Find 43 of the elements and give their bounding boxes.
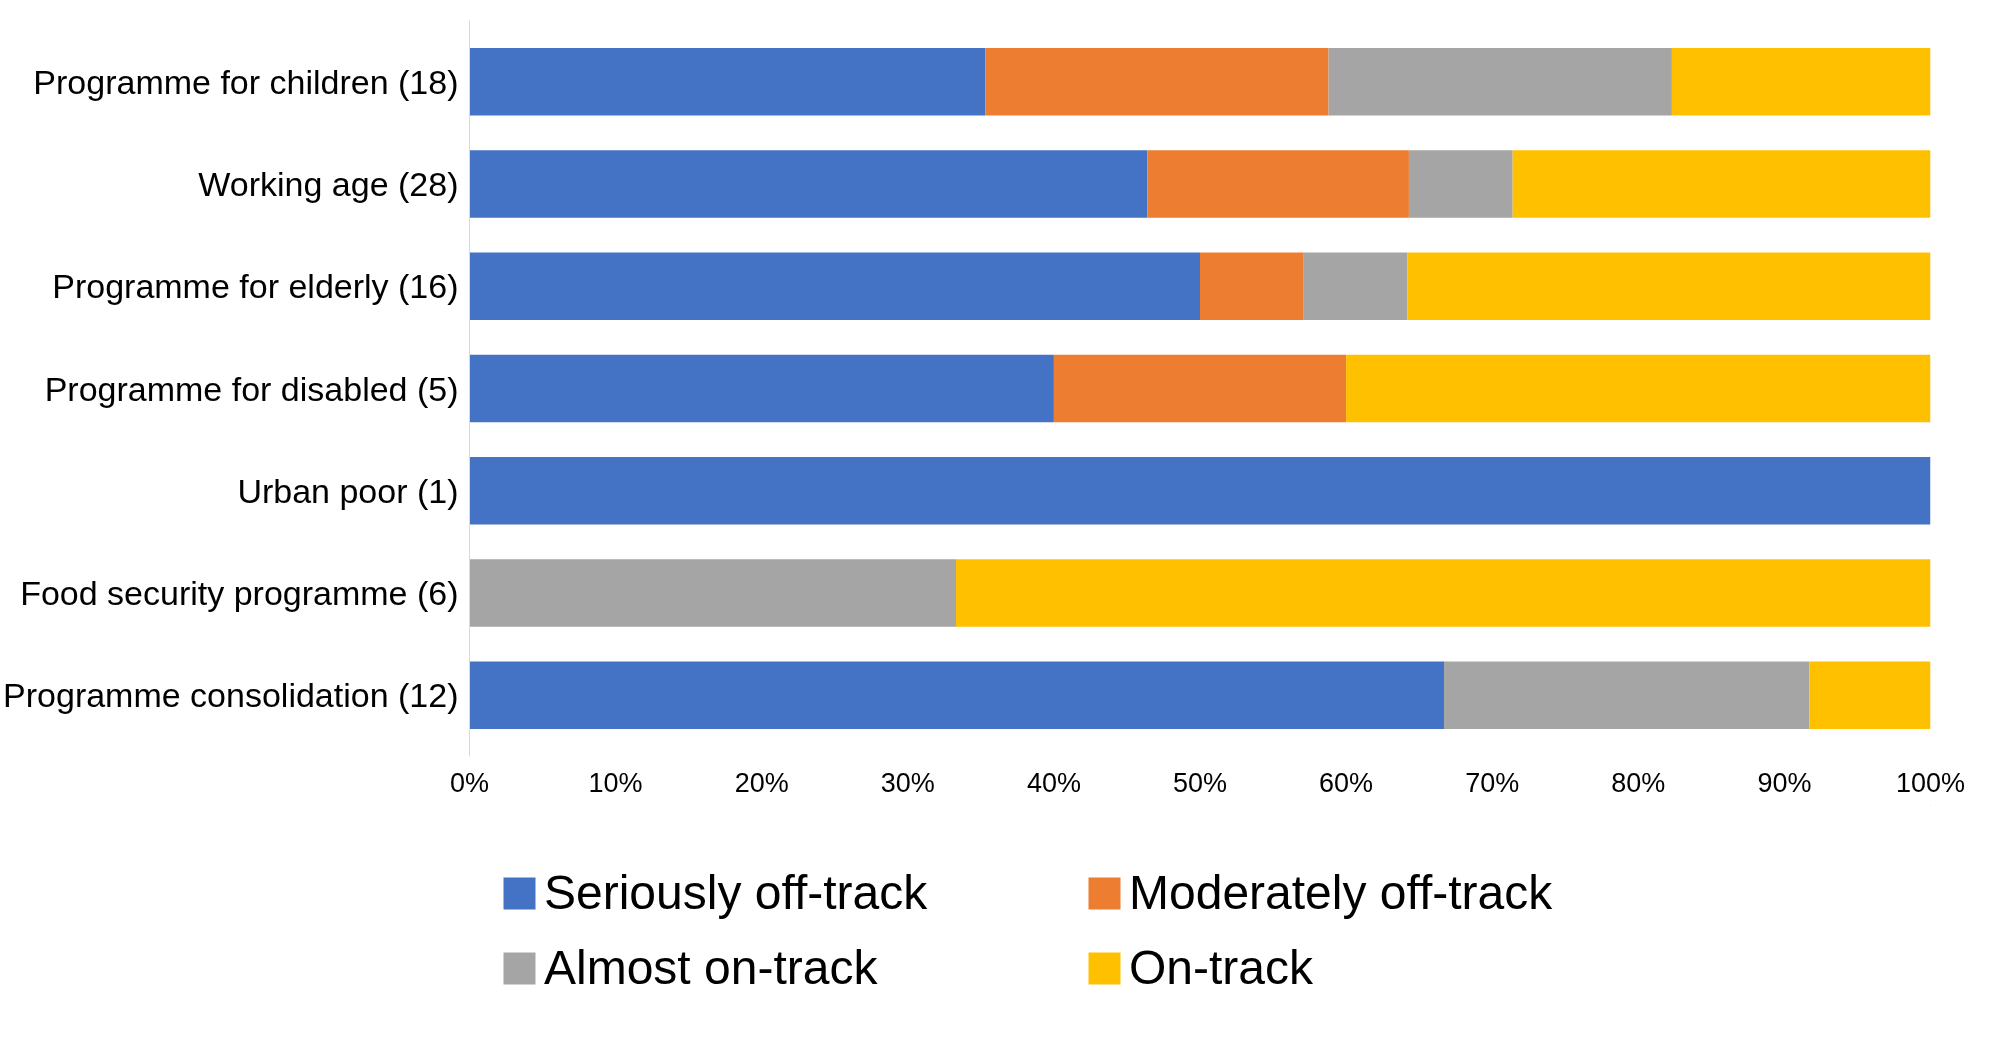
bar (469, 559, 957, 627)
x-tick-label: 30% (880, 767, 935, 798)
bar (1328, 48, 1672, 116)
bar (469, 354, 1054, 423)
bar (1408, 150, 1513, 218)
x-tick-label: 0% (449, 767, 490, 798)
bar (1147, 150, 1409, 218)
x-tick-label: 70% (1465, 767, 1520, 798)
bar (469, 150, 1148, 218)
y-tick-label: Urban poor (1) (237, 471, 459, 510)
x-tick-label: 90% (1757, 767, 1812, 798)
x-tick-label: 40% (1026, 767, 1081, 798)
bar (1443, 661, 1810, 729)
legend-label: Moderately off-track (1129, 865, 1554, 920)
bar (1809, 661, 1931, 729)
bar (1407, 252, 1931, 321)
x-tick-label: 80% (1611, 767, 1666, 798)
bar (1512, 150, 1931, 218)
bar (1053, 354, 1347, 423)
y-tick-label: Food security programme (6) (20, 573, 459, 612)
x-tick-label: 50% (1172, 767, 1228, 798)
bar (985, 48, 1329, 116)
y-tick-label: Programme for children (18) (33, 62, 459, 101)
y-tick-label: Programme consolidation (12) (3, 676, 459, 715)
x-tick-label: 60% (1319, 767, 1374, 798)
legend-label: On-track (1129, 940, 1315, 995)
bar (956, 559, 1931, 627)
bar (1346, 354, 1931, 423)
bar (469, 48, 986, 116)
x-tick-label: 100% (1895, 767, 1966, 798)
x-tick-label: 10% (588, 767, 643, 798)
y-tick-label: Programme for elderly (16) (52, 267, 459, 306)
y-tick-label: Working age (28) (198, 165, 459, 204)
bar (469, 252, 1200, 321)
bar (1303, 252, 1408, 321)
bar (1671, 48, 1931, 116)
legend-label: Seriously off-track (544, 865, 929, 920)
bar (469, 456, 1931, 525)
bar (469, 661, 1444, 729)
bar (1200, 252, 1304, 321)
x-tick-label: 20% (734, 767, 789, 798)
legend-label: Almost on-track (544, 940, 879, 995)
y-tick-label: Programme for disabled (5) (44, 369, 459, 408)
